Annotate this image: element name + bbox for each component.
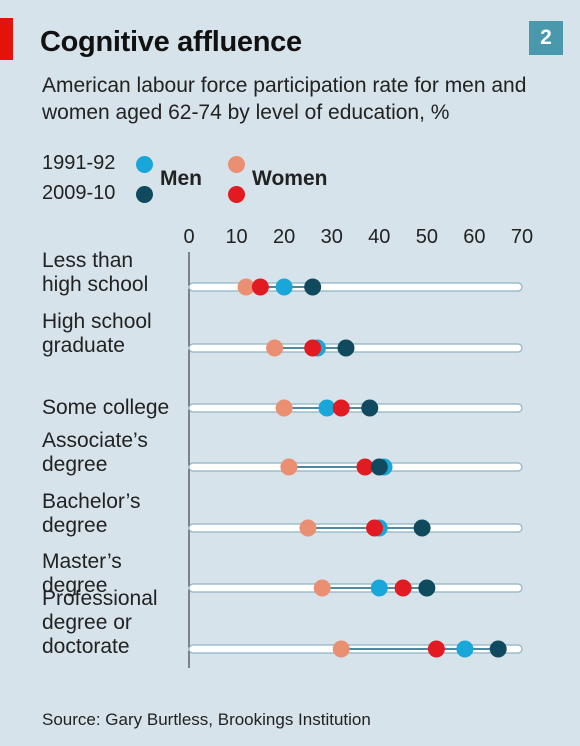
category-label: Less than high school — [42, 249, 148, 296]
dot-women-2009 — [394, 579, 412, 597]
x-tick-label: 70 — [511, 226, 533, 248]
x-tick-label: 30 — [321, 226, 343, 248]
dot-men-2009 — [370, 458, 388, 476]
category-label: Professional degree or doctorate — [42, 587, 158, 658]
x-tick-label: 40 — [368, 226, 390, 248]
category-label: High school graduate — [42, 310, 152, 357]
dot-women-1991 — [313, 579, 331, 597]
dot-men-1991 — [370, 579, 388, 597]
row-track — [188, 343, 523, 353]
dot-women-2009 — [427, 640, 445, 658]
legend-dot-women-1991 — [228, 156, 245, 173]
dot-men-2009 — [413, 519, 431, 537]
chart-number-badge: 2 — [529, 21, 563, 55]
brand-tag — [0, 18, 13, 60]
x-tick-label: 20 — [273, 226, 295, 248]
dot-men-1991 — [318, 399, 336, 417]
legend-period-2009: 2009-10 — [42, 182, 116, 204]
dot-women-1991 — [237, 278, 255, 296]
x-tick-label: 50 — [416, 226, 438, 248]
dot-women-1991 — [266, 339, 284, 357]
x-tick-label: 10 — [225, 226, 247, 248]
dot-men-2009 — [489, 640, 507, 658]
dot-women-1991 — [332, 640, 350, 658]
legend-period-1991: 1991-92 — [42, 152, 116, 174]
dot-women-2009 — [251, 278, 269, 296]
dot-men-2009 — [304, 278, 322, 296]
dot-women-2009 — [356, 458, 374, 476]
dot-women-2009 — [366, 519, 384, 537]
legend-dot-women-2009 — [228, 186, 245, 203]
legend-dot-men-2009 — [136, 186, 153, 203]
dot-men-1991 — [275, 278, 293, 296]
category-label: Some college — [42, 396, 169, 419]
dot-men-2009 — [418, 579, 436, 597]
legend-men-label: Men — [160, 167, 202, 190]
x-tick-label: 0 — [183, 226, 194, 248]
category-label: Associate’s degree — [42, 429, 148, 476]
dot-women-2009 — [304, 339, 322, 357]
dot-women-2009 — [332, 399, 350, 417]
x-tick-label: 60 — [463, 226, 485, 248]
row-track — [188, 282, 523, 292]
category-label: Master’s degree — [42, 550, 122, 597]
dot-women-1991 — [299, 519, 317, 537]
dot-women-1991 — [280, 458, 298, 476]
source-note: Source: Gary Burtless, Brookings Institu… — [42, 710, 371, 729]
legend-women-label: Women — [252, 167, 328, 190]
dot-men-2009 — [337, 339, 355, 357]
dot-men-1991 — [456, 640, 474, 658]
chart-subtitle: American labour force participation rate… — [42, 74, 527, 124]
chart-title: Cognitive affluence — [40, 26, 302, 58]
dot-men-2009 — [361, 399, 379, 417]
legend-dot-men-1991 — [136, 156, 153, 173]
dot-women-1991 — [275, 399, 293, 417]
category-label: Bachelor’s degree — [42, 490, 140, 537]
